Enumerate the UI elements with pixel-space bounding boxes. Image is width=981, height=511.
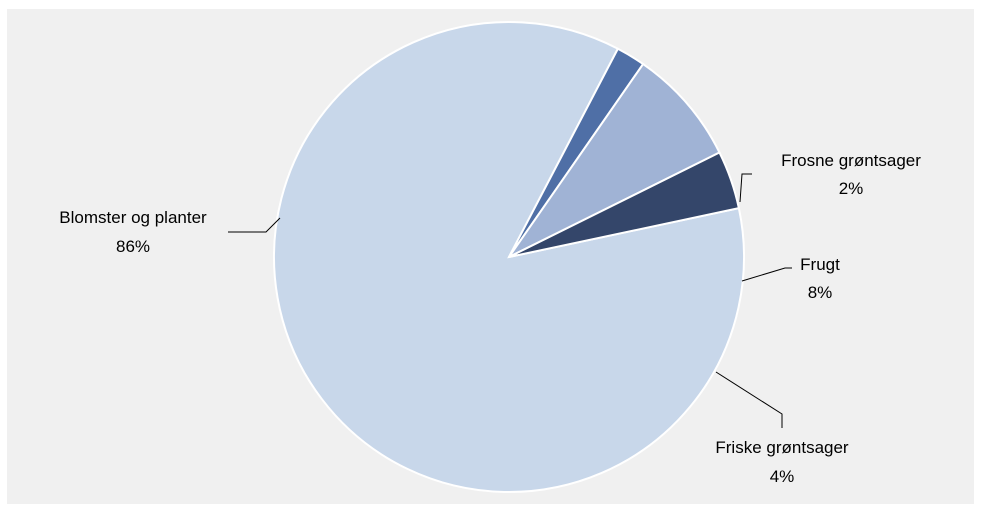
leader-line-friske-groentsager — [715, 371, 783, 428]
slice-label-frugt-value: 8% — [808, 283, 833, 302]
leader-line-frugt — [741, 267, 792, 282]
leader-line-frosne-groentsager — [739, 173, 752, 203]
slice-label-frosne-groentsager-value: 2% — [839, 179, 864, 198]
pie-slice-friske-groentsager — [508, 151, 741, 258]
pie-slices — [273, 21, 745, 493]
leader-lines — [228, 173, 792, 428]
slice-label-friske-groentsager-value: 4% — [770, 467, 795, 486]
slice-label-frugt-name: Frugt — [800, 255, 840, 274]
slice-label-blomster-og-planter-name: Blomster og planter — [59, 208, 207, 227]
slice-label-blomster-og-planter-value: 86% — [116, 237, 150, 256]
leader-line-blomster-og-planter — [228, 217, 281, 233]
slice-label-friske-groentsager-name: Friske grøntsager — [715, 438, 849, 457]
pie-slice-frugt — [508, 62, 721, 258]
slice-label-frosne-groentsager-name: Frosne grøntsager — [781, 151, 921, 170]
